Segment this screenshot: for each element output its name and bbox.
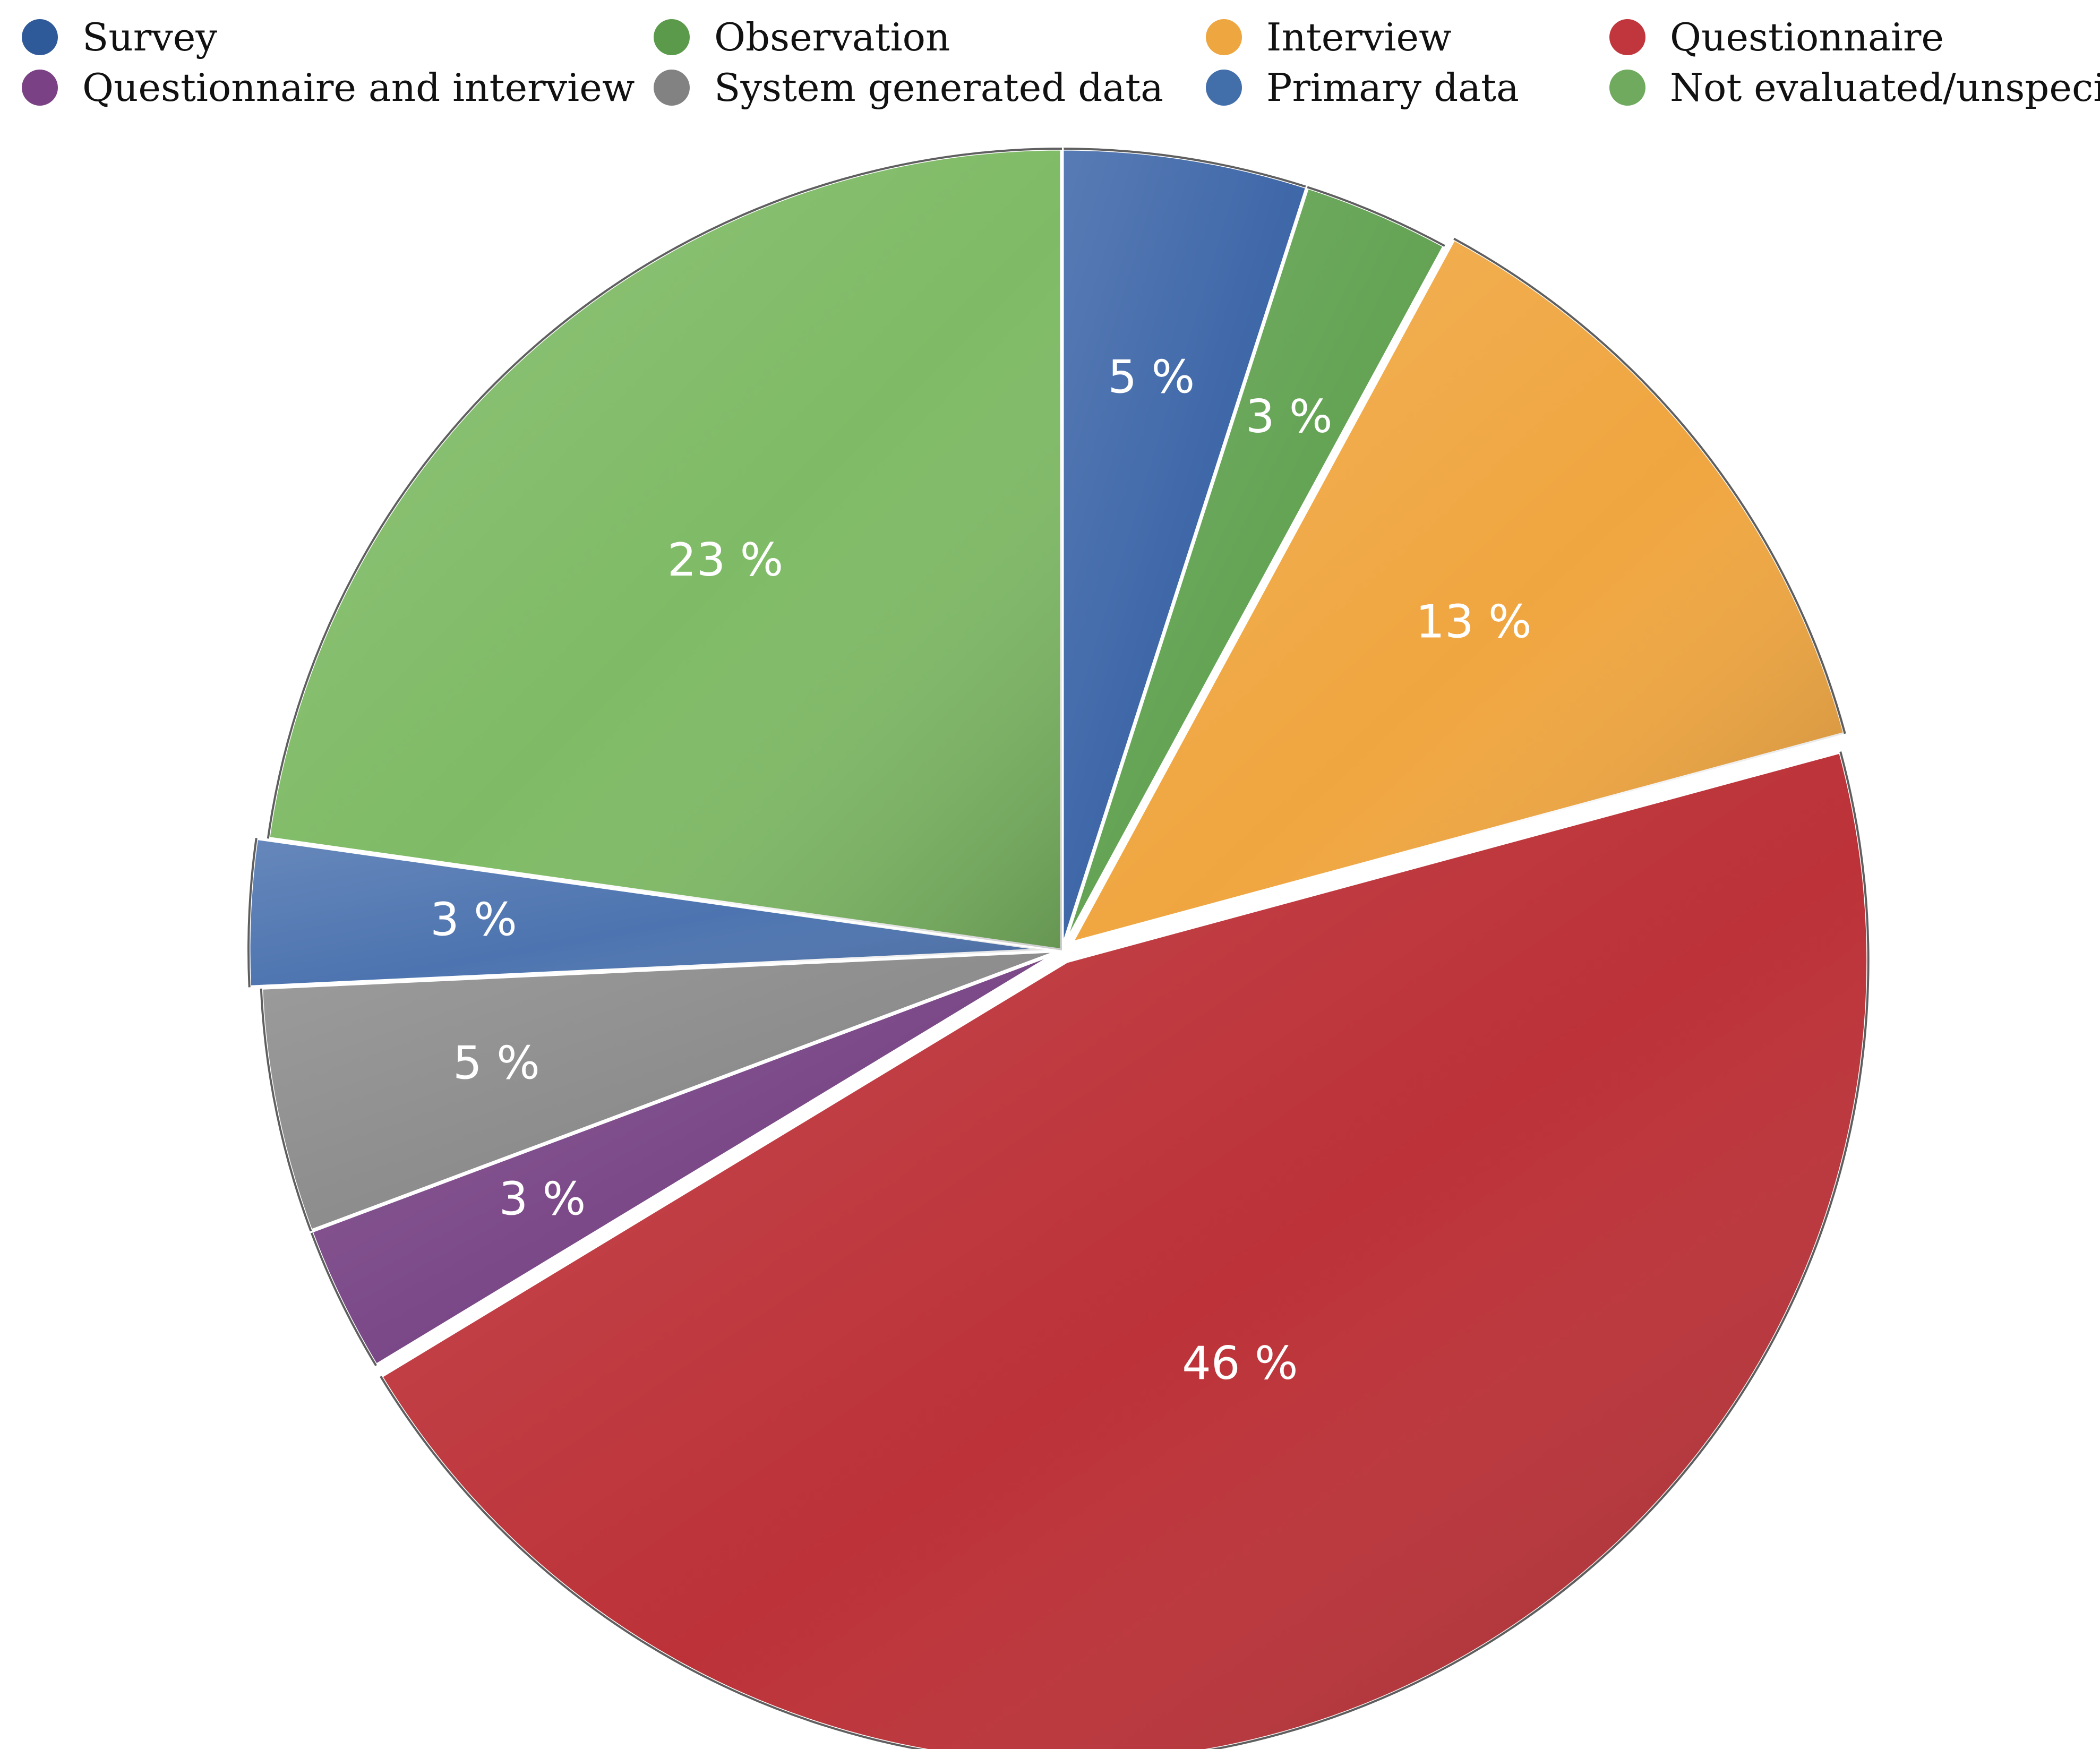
slice-labels: 5 % 3 % 13 % 46 % 3 % 5 % 3 % 23 % bbox=[430, 350, 1532, 1390]
legend-label-system-generated-data: System generated data bbox=[714, 65, 1163, 110]
legend-item-questionnaire: Questionnaire bbox=[1609, 15, 1944, 59]
legend-label-observation: Observation bbox=[714, 15, 950, 59]
data-label-not-evaluated-unspecified: 23 % bbox=[667, 534, 784, 587]
slice-rim-questionnaire bbox=[380, 751, 1870, 1749]
legend-item-system-generated-data: System generated data bbox=[654, 65, 1163, 110]
legend-item-survey: Survey bbox=[22, 15, 217, 59]
legend-item-observation: Observation bbox=[654, 15, 950, 59]
legend-swatch-interview bbox=[1206, 19, 1242, 55]
data-label-interview: 13 % bbox=[1416, 596, 1532, 649]
legend-swatch-system-generated-data bbox=[654, 70, 690, 106]
slice-shade-interview bbox=[1071, 238, 1845, 944]
slice-rim-system-generated-data bbox=[260, 988, 312, 1232]
slice-shade-observation bbox=[1062, 187, 1445, 950]
slice-interview bbox=[1069, 237, 1847, 945]
legend-item-not-evaluated-unspecified: Not evaluated/unspecified bbox=[1609, 65, 2100, 110]
legend-label-interview: Interview bbox=[1266, 15, 1452, 59]
slice-rim-survey bbox=[1061, 148, 1308, 188]
data-label-system-generated-data: 5 % bbox=[453, 1037, 540, 1090]
slice-questionnaire bbox=[379, 750, 1871, 1749]
slice-rim-primary-data bbox=[247, 838, 258, 988]
slice-observation bbox=[1060, 185, 1447, 953]
pie-slices bbox=[246, 147, 1871, 1749]
legend-swatch-questionnaire bbox=[1609, 19, 1645, 55]
legend-swatch-observation bbox=[654, 19, 690, 55]
legend-swatch-primary-data bbox=[1206, 70, 1242, 106]
legend-label-primary-data: Primary data bbox=[1266, 65, 1519, 110]
legend-label-survey: Survey bbox=[82, 15, 217, 59]
slice-rim-not-evaluated-unspecified bbox=[267, 148, 1062, 839]
data-label-questionnaire: 46 % bbox=[1182, 1337, 1298, 1390]
legend-label-questionnaire-and-interview: Questionnaire and interview bbox=[82, 65, 635, 110]
legend-swatch-survey bbox=[22, 19, 58, 55]
legend-item-questionnaire-and-interview: Questionnaire and interview bbox=[22, 65, 635, 110]
slice-rim-observation bbox=[1307, 186, 1445, 247]
data-label-primary-data: 3 % bbox=[430, 894, 517, 947]
legend: Survey Observation Interview Questionnaire Q… bbox=[22, 15, 2100, 110]
slice-shade-primary-data bbox=[248, 838, 1051, 988]
slice-shade-survey bbox=[1062, 149, 1308, 950]
data-label-survey: 5 % bbox=[1108, 350, 1195, 404]
legend-item-interview: Interview bbox=[1206, 15, 1452, 59]
data-label-questionnaire-and-interview: 3 % bbox=[499, 1172, 586, 1225]
legend-label-not-evaluated-unspecified: Not evaluated/unspecified bbox=[1670, 65, 2100, 110]
slice-rim-interview bbox=[1453, 237, 1846, 734]
slice-shade-questionnaire bbox=[380, 751, 1868, 1749]
slice-shade-system-generated-data bbox=[261, 950, 1062, 1231]
data-label-observation: 3 % bbox=[1246, 390, 1333, 443]
slice-not-evaluated-unspecified bbox=[266, 147, 1064, 953]
legend-swatch-not-evaluated-unspecified bbox=[1609, 70, 1645, 106]
slice-shade-not-evaluated-unspecified bbox=[268, 149, 1062, 950]
legend-label-questionnaire: Questionnaire bbox=[1670, 15, 1944, 59]
legend-swatch-questionnaire-and-interview bbox=[22, 70, 58, 106]
slice-questionnaire-and-interview bbox=[309, 948, 1064, 1368]
slice-primary-data bbox=[246, 836, 1052, 989]
slice-shade-questionnaire-and-interview bbox=[311, 950, 1062, 1366]
slice-rim-questionnaire-and-interview bbox=[310, 1230, 377, 1366]
legend-item-primary-data: Primary data bbox=[1206, 65, 1519, 110]
slice-survey bbox=[1060, 147, 1309, 953]
slice-system-generated-data bbox=[259, 948, 1064, 1233]
